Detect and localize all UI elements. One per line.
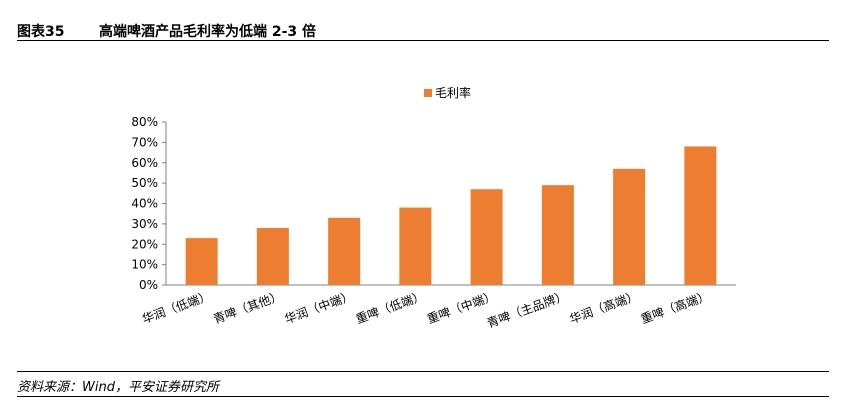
bar xyxy=(613,168,646,285)
figure-label: 图表35 xyxy=(17,24,65,40)
y-tick-label: 70% xyxy=(131,135,158,149)
y-tick-label: 20% xyxy=(131,237,158,251)
y-tick-label: 30% xyxy=(131,217,158,231)
legend-label: 毛利率 xyxy=(435,85,471,100)
x-tick-label: 华润（中端） xyxy=(282,288,355,327)
source-text: 资料来源：Wind，平安证券研究所 xyxy=(17,380,219,395)
y-tick-label: 10% xyxy=(131,258,158,272)
y-tick-label: 80% xyxy=(131,115,158,129)
x-tick-label: 重啤（高端） xyxy=(639,288,712,327)
source-bar: 资料来源：Wind，平安证券研究所 xyxy=(17,371,829,397)
bar xyxy=(256,227,289,285)
bar xyxy=(470,189,503,285)
legend: 毛利率 xyxy=(424,85,471,100)
x-tick-label: 华润（低端） xyxy=(140,289,212,327)
bar xyxy=(684,146,717,285)
y-tick-label: 0% xyxy=(139,278,158,292)
figure-title-bar: 图表35 高端啤酒产品毛利率为低端 2-3 倍 xyxy=(17,18,829,41)
bar xyxy=(399,207,432,285)
legend-swatch xyxy=(424,89,432,97)
x-axis-labels: 华润（低端）青啤（其他）华润（中端）重啤（低端）重啤（中端）青啤（主品牌）华润（… xyxy=(140,288,711,331)
bar xyxy=(328,217,361,285)
figure-title: 高端啤酒产品毛利率为低端 2-3 倍 xyxy=(99,24,317,40)
x-tick-label: 青啤（主品牌） xyxy=(485,288,569,331)
bar xyxy=(185,238,218,285)
x-tick-label: 重啤（低端） xyxy=(354,288,427,327)
bars xyxy=(185,146,717,285)
y-axis: 0% 10% 20% 30% 40% 50% 60% 70% 80% xyxy=(131,115,736,292)
bar xyxy=(541,185,574,285)
y-tick-label: 60% xyxy=(131,156,158,170)
x-tick-label: 青啤（其他） xyxy=(211,288,284,327)
x-tick-label: 华润（高端） xyxy=(567,288,640,327)
y-tick-label: 50% xyxy=(131,176,158,190)
y-tick-label: 40% xyxy=(131,197,158,211)
